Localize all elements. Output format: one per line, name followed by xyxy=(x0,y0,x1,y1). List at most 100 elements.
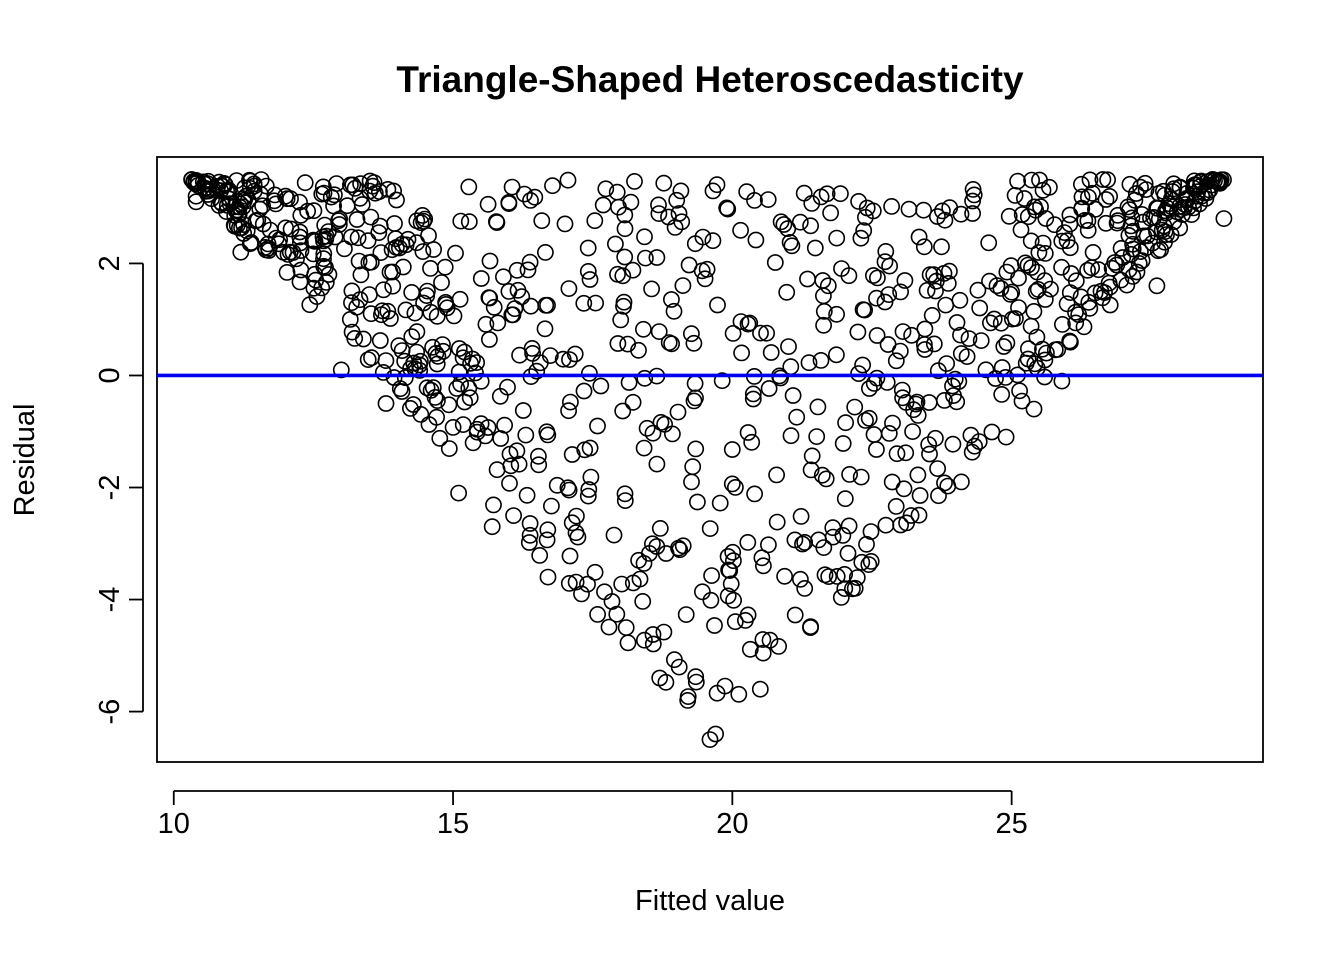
data-point xyxy=(1160,195,1178,213)
data-point xyxy=(282,190,299,208)
data-point xyxy=(520,534,538,551)
data-point xyxy=(648,455,666,473)
data-point xyxy=(724,324,742,342)
data-point xyxy=(853,553,871,571)
data-point xyxy=(1054,315,1071,333)
data-point xyxy=(677,606,695,623)
data-point xyxy=(613,575,631,593)
data-point xyxy=(828,229,846,247)
data-point xyxy=(832,185,849,203)
data-point xyxy=(494,268,512,286)
y-axis-label: Residual xyxy=(9,404,41,517)
data-point xyxy=(1067,303,1084,321)
data-point xyxy=(909,406,927,424)
data-point xyxy=(854,356,871,374)
data-point xyxy=(864,202,882,220)
data-point xyxy=(650,196,667,214)
data-point xyxy=(412,214,430,232)
data-point xyxy=(761,631,779,649)
data-point xyxy=(582,468,600,486)
data-point xyxy=(1013,392,1031,410)
data-point xyxy=(674,277,692,294)
data-point xyxy=(685,334,703,352)
data-point xyxy=(916,341,934,358)
data-point xyxy=(533,212,551,230)
data-point xyxy=(802,461,820,479)
data-point xyxy=(934,202,951,220)
data-point xyxy=(408,234,426,252)
data-point xyxy=(362,305,380,323)
data-point xyxy=(429,347,447,365)
data-point xyxy=(597,180,615,198)
data-point xyxy=(861,380,878,397)
x-tick-label: 15 xyxy=(437,808,469,840)
data-point xyxy=(579,262,597,280)
data-point xyxy=(784,387,802,404)
data-point xyxy=(483,518,501,536)
data-point xyxy=(644,535,661,553)
data-point xyxy=(1036,351,1054,369)
y-tick-label: -4 xyxy=(94,587,126,613)
data-point xyxy=(1062,265,1080,282)
data-point xyxy=(352,175,369,193)
data-point xyxy=(1106,254,1124,271)
data-point xyxy=(915,201,932,219)
data-point xyxy=(929,208,946,225)
data-point xyxy=(896,272,914,289)
data-point xyxy=(1112,239,1130,257)
data-point xyxy=(383,241,401,259)
data-point xyxy=(836,566,853,583)
data-point xyxy=(1097,191,1115,208)
data-point xyxy=(341,176,359,194)
data-point xyxy=(575,294,593,312)
data-point xyxy=(594,196,612,214)
data-point xyxy=(377,395,395,412)
data-point xyxy=(266,186,284,204)
data-point xyxy=(1037,210,1055,227)
data-point xyxy=(877,516,895,534)
data-point xyxy=(848,569,866,586)
data-point xyxy=(624,261,642,279)
data-point xyxy=(754,644,772,662)
data-point xyxy=(338,197,356,215)
data-point xyxy=(489,314,507,332)
data-point xyxy=(995,338,1013,355)
data-point xyxy=(732,313,750,330)
data-point xyxy=(732,221,749,239)
data-point xyxy=(562,393,579,411)
data-point xyxy=(304,232,322,250)
data-point xyxy=(726,613,744,631)
data-point xyxy=(987,370,1004,387)
data-point xyxy=(657,673,675,691)
data-point xyxy=(963,443,981,461)
data-point xyxy=(554,350,572,368)
data-point xyxy=(815,287,832,305)
data-point xyxy=(733,344,750,362)
data-point xyxy=(828,568,846,585)
data-point xyxy=(905,401,922,419)
data-point xyxy=(241,235,259,253)
data-point xyxy=(1075,318,1093,336)
data-point xyxy=(703,567,720,584)
data-point xyxy=(1016,190,1033,207)
data-point xyxy=(1084,243,1102,261)
data-point xyxy=(751,680,769,698)
data-point xyxy=(437,295,455,313)
data-point xyxy=(656,415,673,433)
data-point xyxy=(739,315,757,333)
data-point xyxy=(840,517,858,535)
data-point xyxy=(744,385,762,403)
data-point xyxy=(1171,178,1189,196)
data-point xyxy=(1026,355,1044,373)
data-point xyxy=(824,528,842,546)
data-point xyxy=(388,191,405,209)
data-point xyxy=(330,212,347,230)
data-point xyxy=(317,259,334,276)
data-point xyxy=(701,520,719,537)
data-point xyxy=(860,556,878,573)
data-point xyxy=(433,274,450,291)
data-point xyxy=(450,340,468,357)
data-point xyxy=(687,389,704,407)
data-point xyxy=(608,605,626,623)
data-point xyxy=(1121,175,1139,193)
